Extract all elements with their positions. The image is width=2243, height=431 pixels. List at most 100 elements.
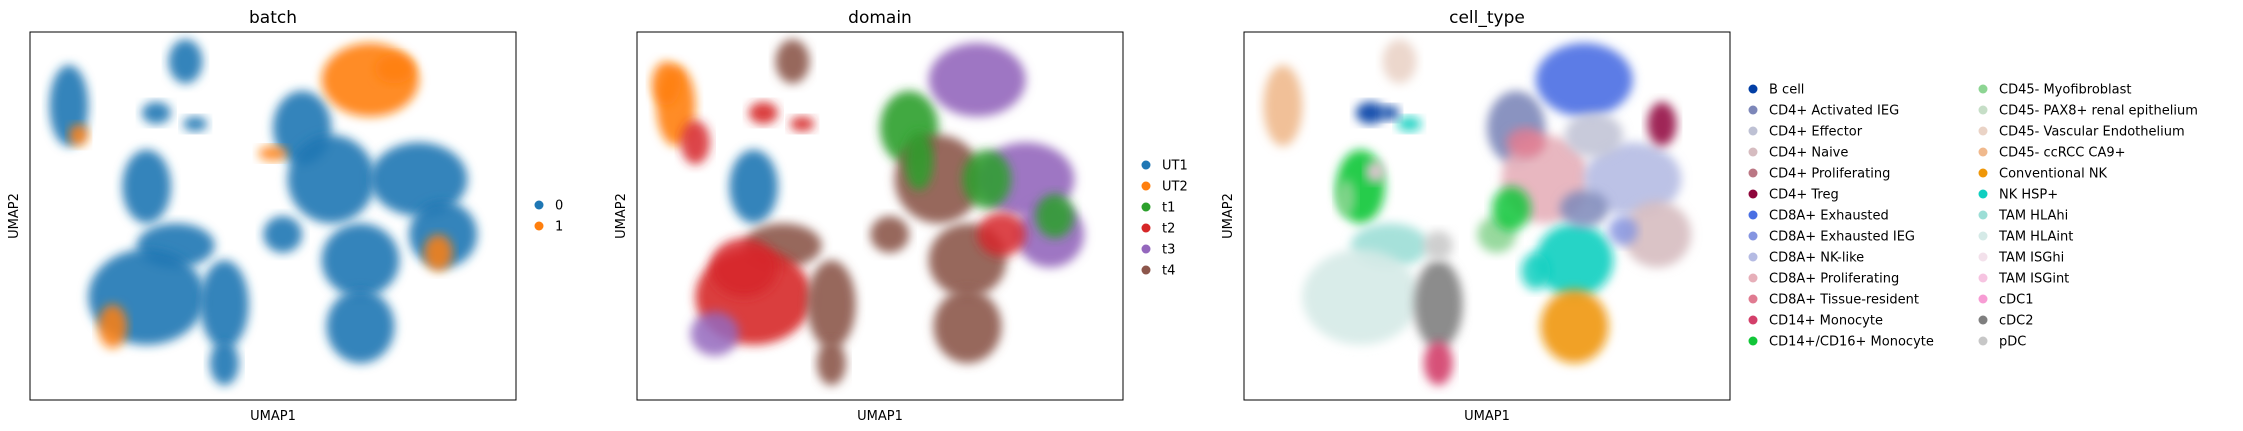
legend-marker	[1978, 336, 1988, 346]
cluster-0	[209, 341, 239, 386]
cluster-cd45-vascular-endothelium	[1382, 39, 1417, 84]
legend-item-conventional-nk: Conventional NK	[1978, 167, 2108, 182]
legend-marker	[1748, 315, 1758, 325]
legend-item-ut2: UT2	[1141, 180, 1188, 195]
cluster-nk-hsp	[1521, 252, 1551, 290]
scatter-points	[651, 39, 1085, 386]
legend-item-cd4-naive: CD4+ Naive	[1748, 146, 1848, 161]
legend-marker	[1748, 189, 1758, 199]
cluster-cd14-cd16-monocyte	[1491, 186, 1531, 231]
cluster-t2	[709, 238, 778, 297]
cluster-cd45-ccrcc-ca9	[1263, 65, 1303, 147]
legend-marker	[1978, 210, 1988, 220]
legend-item-1: 1	[534, 220, 563, 235]
legend-marker	[1978, 147, 1988, 157]
cluster-t4	[816, 341, 846, 386]
cluster-cdc2	[1414, 260, 1463, 349]
legend-marker	[534, 200, 544, 210]
legend: B cell CD4+ Activated IEG CD4+ Effector CD4…	[1748, 83, 2198, 350]
legend-item-cdc2: cDC2	[1978, 314, 2034, 329]
legend-marker	[1748, 336, 1758, 346]
cluster-0	[183, 116, 208, 132]
cluster-t3	[690, 311, 740, 356]
legend-marker	[1748, 273, 1758, 283]
cluster-0	[370, 142, 468, 216]
cluster-cd4-effector	[1564, 112, 1624, 158]
cluster-b-cell	[1355, 101, 1385, 124]
cluster-t2	[977, 212, 1026, 257]
legend-item-t2: t2	[1141, 222, 1175, 237]
legend-marker	[1748, 210, 1758, 220]
legend-item-0: 0	[534, 199, 563, 214]
cluster-cd45-myofibroblast	[1336, 179, 1356, 217]
cluster-t2	[748, 101, 778, 124]
cluster-0	[141, 101, 171, 124]
legend-marker	[1748, 105, 1758, 115]
x-axis-label: UMAP1	[857, 409, 903, 424]
legend-item-b-cell: B cell	[1748, 83, 1804, 98]
legend-label: CD14+/CD16+ Monocyte	[1769, 335, 1934, 350]
cluster-nk-hsp	[1397, 116, 1422, 132]
legend-label: TAM ISGhi	[1998, 251, 2064, 266]
legend-label: B cell	[1769, 83, 1804, 98]
legend-marker	[1978, 273, 1988, 283]
legend-label: cDC2	[1999, 314, 2034, 329]
legend-item-cd8a-exhausted: CD8A+ Exhausted	[1748, 209, 1889, 224]
legend-item-cd8a-proliferating: CD8A+ Proliferating	[1748, 272, 1899, 287]
legend-label: cDC1	[1999, 293, 2034, 308]
legend-item-cd4-proliferating: CD4+ Proliferating	[1748, 167, 1890, 182]
legend-marker	[1748, 294, 1758, 304]
legend-label: 0	[555, 199, 563, 214]
legend: 01	[534, 199, 563, 235]
panel-title: domain	[848, 8, 912, 28]
legend-label: CD4+ Proliferating	[1769, 167, 1890, 182]
legend-marker	[1141, 181, 1151, 191]
cluster-ut1	[729, 149, 778, 224]
panel-title: batch	[249, 8, 297, 28]
legend-label: CD8A+ NK-like	[1769, 251, 1864, 266]
cluster-ut2	[651, 61, 681, 106]
cluster-1	[423, 234, 453, 272]
cluster-0	[263, 216, 303, 253]
legend-marker	[1141, 244, 1151, 254]
legend-label: CD4+ Naive	[1769, 146, 1848, 161]
cluster-cd14-monocyte	[1423, 341, 1453, 386]
cluster-0	[326, 289, 395, 364]
legend-label: t4	[1162, 264, 1175, 279]
legend-label: pDC	[1999, 335, 2026, 350]
cluster-0	[122, 149, 171, 224]
legend-item-cd4-treg: CD4+ Treg	[1748, 188, 1839, 203]
legend-item-cd45-ccrcc-ca9: CD45- ccRCC CA9+	[1978, 146, 2126, 161]
cluster-t1	[962, 149, 1012, 209]
cluster-t1	[1035, 193, 1075, 239]
cluster-t2	[680, 120, 710, 165]
cluster-t4	[807, 260, 856, 349]
legend-marker	[1978, 84, 1988, 94]
scatter-points	[1263, 39, 1692, 386]
cluster-pdc	[1423, 230, 1453, 261]
legend-label: NK HSP+	[1999, 188, 2058, 203]
legend-label: UT2	[1162, 180, 1188, 195]
legend-label: CD8A+ Proliferating	[1769, 272, 1899, 287]
cluster-0	[287, 135, 376, 224]
legend-marker	[534, 221, 544, 231]
cluster-0	[168, 39, 203, 84]
legend-marker	[1748, 126, 1758, 136]
legend-marker	[1978, 252, 1988, 262]
cluster-cd8a-tissue-resident	[1506, 127, 1546, 158]
legend-label: CD4+ Activated IEG	[1769, 104, 1899, 119]
legend-item-cd45-myofibroblast: CD45- Myofibroblast	[1978, 83, 2131, 98]
legend-item-cd4-effector: CD4+ Effector	[1748, 125, 1863, 140]
legend-item-cd14-monocyte: CD14+ Monocyte	[1748, 314, 1883, 329]
legend-label: CD45- Myofibroblast	[1999, 83, 2131, 98]
legend: UT1 UT2 t1 t2 t3 t4	[1141, 159, 1188, 279]
legend-item-cd8a-exhausted-ieg: CD8A+ Exhausted IEG	[1748, 230, 1915, 245]
legend-item-tam-hlahi: TAM HLAhi	[1978, 209, 2068, 224]
cluster-t2	[790, 116, 815, 132]
cluster-tam-hlaint	[1302, 249, 1419, 345]
legend-label: TAM HLAint	[1998, 230, 2073, 245]
legend-marker	[1748, 252, 1758, 262]
panel-title: cell_type	[1449, 8, 1525, 28]
legend-item-tam-isghi: TAM ISGhi	[1978, 251, 2064, 266]
